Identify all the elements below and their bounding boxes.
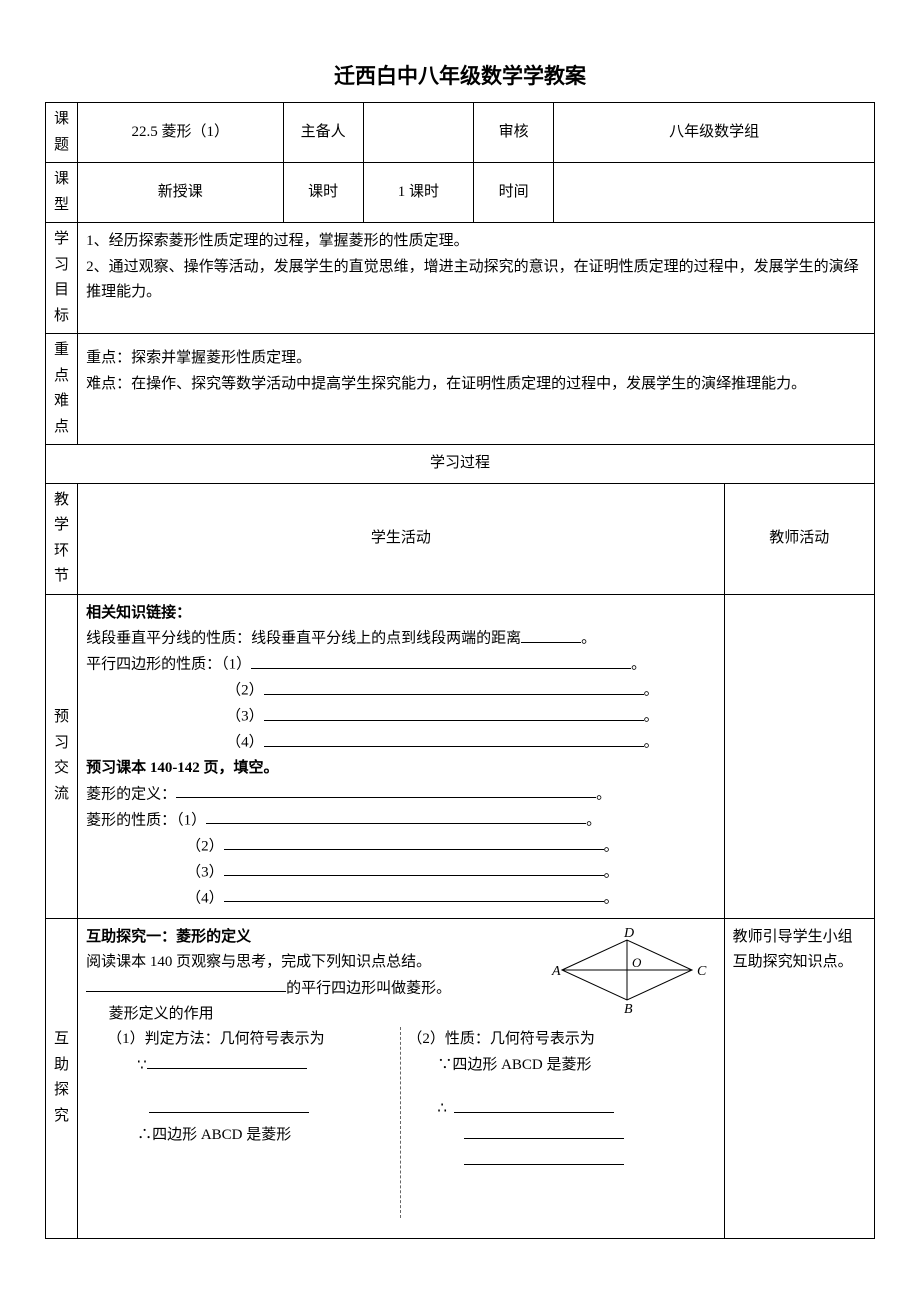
time-value	[554, 163, 875, 223]
blank	[206, 808, 586, 825]
blank	[521, 626, 581, 643]
type-value: 新授课	[78, 163, 283, 223]
therefore: ∴	[437, 1101, 447, 1117]
process-header-row: 学习过程	[46, 445, 875, 484]
keypoints-line2: 难点：在操作、探究等数学活动中提高学生探究能力，在证明性质定理的过程中，发展学生…	[86, 376, 806, 392]
objectives-line1: 1、经历探索菱形性质定理的过程，掌握菱形的性质定理。	[86, 233, 469, 249]
topic-label: 课题	[46, 103, 78, 163]
blank	[224, 860, 604, 877]
topic-value: 22.5 菱形（1）	[78, 103, 283, 163]
dot9: 。	[604, 864, 619, 880]
reviewer-value: 八年级数学组	[554, 103, 875, 163]
student-activity-label: 学生活动	[78, 483, 725, 594]
blank	[149, 1097, 309, 1114]
p2b: （2）	[186, 838, 224, 854]
blank	[454, 1096, 614, 1113]
objectives-content: 1、经历探索菱形性质定理的过程，掌握菱形的性质定理。 2、通过观察、操作等活动，…	[78, 223, 875, 334]
keypoints-content: 重点：探索并掌握菱形性质定理。 难点：在操作、探究等数学活动中提高学生探究能力，…	[78, 334, 875, 445]
p4b: （4）	[186, 890, 224, 906]
explore-title: 互助探究一：菱形的定义	[86, 929, 251, 945]
explore-label: 互助探究	[46, 918, 78, 1238]
therefore-left: ∴四边形 ABCD 是菱形	[92, 1123, 394, 1149]
period-value: 1 课时	[363, 163, 473, 223]
def-role: 菱形定义的作用	[86, 1006, 214, 1022]
label-A: A	[551, 964, 561, 979]
left-title: （1）判定方法：几何符号表示为	[92, 1027, 394, 1053]
rhombus-diagram: A B C D O	[542, 925, 712, 1015]
preparer-value	[363, 103, 473, 163]
dot3: 。	[644, 683, 659, 699]
header-row-2: 课型 新授课 课时 1 课时 时间	[46, 163, 875, 223]
dot4: 。	[644, 709, 659, 725]
explore-row: 互助探究 A B C D O 互助探究一：菱形的定义 阅读课本 140 页观察与…	[46, 918, 875, 1238]
page-title: 迁西白中八年级数学学教案	[45, 60, 875, 90]
p2: （2）	[226, 683, 264, 699]
stage-label: 教学环节	[46, 483, 78, 594]
two-column-proof: （1）判定方法：几何符号表示为 ∵ ∴四边形 ABCD 是菱形 （2）性质：几何…	[86, 1027, 716, 1218]
blank	[86, 976, 286, 993]
blank	[251, 652, 631, 669]
dot7: 。	[586, 812, 601, 828]
objectives-row: 学习目标 1、经历探索菱形性质定理的过程，掌握菱形的性质定理。 2、通过观察、操…	[46, 223, 875, 334]
keypoints-label: 重点难点	[46, 334, 78, 445]
because-right: ∵四边形 ABCD 是菱形	[407, 1053, 709, 1079]
keypoints-row: 重点难点 重点：探索并掌握菱形性质定理。 难点：在操作、探究等数学活动中提高学生…	[46, 334, 875, 445]
dot10: 。	[604, 890, 619, 906]
objectives-label: 学习目标	[46, 223, 78, 334]
teacher-activity-label: 教师活动	[724, 483, 874, 594]
objectives-line2: 2、通过观察、操作等活动，发展学生的直觉思维，增进主动探究的意识，在证明性质定理…	[86, 259, 859, 301]
p4: （4）	[226, 735, 264, 751]
dot6: 。	[596, 786, 611, 802]
type-label: 课型	[46, 163, 78, 223]
dot2: 。	[631, 657, 646, 673]
blank	[464, 1122, 624, 1139]
label-C: C	[697, 964, 707, 979]
explore-content: A B C D O 互助探究一：菱形的定义 阅读课本 140 页观察与思考，完成…	[78, 918, 725, 1238]
preview-label: 预习交流	[46, 594, 78, 918]
link-title: 相关知识链接：	[86, 605, 191, 621]
explore-line2-suffix: 的平行四边形叫做菱形。	[286, 980, 451, 996]
def-intro: 菱形的定义：	[86, 786, 176, 802]
label-O: O	[632, 955, 642, 970]
p3: （3）	[226, 709, 264, 725]
link-a: 线段垂直平分线的性质：线段垂直平分线上的点到线段两端的距离	[86, 631, 521, 647]
because: ∵	[137, 1057, 147, 1073]
blank	[224, 834, 604, 851]
preview-content: 相关知识链接： 线段垂直平分线的性质：线段垂直平分线上的点到线段两端的距离。 平…	[78, 594, 725, 918]
lesson-plan-table: 课题 22.5 菱形（1） 主备人 审核 八年级数学组 课型 新授课 课时 1 …	[45, 102, 875, 1239]
dot8: 。	[604, 838, 619, 854]
period-label: 课时	[283, 163, 363, 223]
keypoints-line1: 重点：探索并掌握菱形性质定理。	[86, 350, 311, 366]
blank	[224, 886, 604, 903]
column-header-row: 教学环节 学生活动 教师活动	[46, 483, 875, 594]
label-B: B	[624, 1002, 633, 1015]
blank	[147, 1053, 307, 1070]
book-title: 预习课本 140-142 页，填空。	[86, 760, 279, 776]
preview-row: 预习交流 相关知识链接： 线段垂直平分线的性质：线段垂直平分线上的点到线段两端的…	[46, 594, 875, 918]
blank	[264, 730, 644, 747]
blank	[264, 704, 644, 721]
parallelogram-intro: 平行四边形的性质：（1）	[86, 657, 251, 673]
label-D: D	[623, 926, 634, 941]
time-label: 时间	[473, 163, 553, 223]
prop-intro: 菱形的性质：（1）	[86, 812, 206, 828]
header-row-1: 课题 22.5 菱形（1） 主备人 审核 八年级数学组	[46, 103, 875, 163]
dot5: 。	[644, 735, 659, 751]
explore-teacher: 教师引导学生小组互助探究知识点。	[724, 918, 874, 1238]
dot1: 。	[581, 631, 596, 647]
left-column: （1）判定方法：几何符号表示为 ∵ ∴四边形 ABCD 是菱形	[86, 1027, 401, 1218]
process-header: 学习过程	[46, 445, 875, 484]
preview-teacher	[724, 594, 874, 918]
p3b: （3）	[186, 864, 224, 880]
right-column: （2）性质：几何符号表示为 ∵四边形 ABCD 是菱形 ∴	[401, 1027, 715, 1218]
blank	[464, 1148, 624, 1165]
reviewer-label: 审核	[473, 103, 553, 163]
blank	[176, 782, 596, 799]
right-title: （2）性质：几何符号表示为	[407, 1027, 709, 1053]
preparer-label: 主备人	[283, 103, 363, 163]
blank	[264, 678, 644, 695]
explore-line1: 阅读课本 140 页观察与思考，完成下列知识点总结。	[86, 954, 431, 970]
